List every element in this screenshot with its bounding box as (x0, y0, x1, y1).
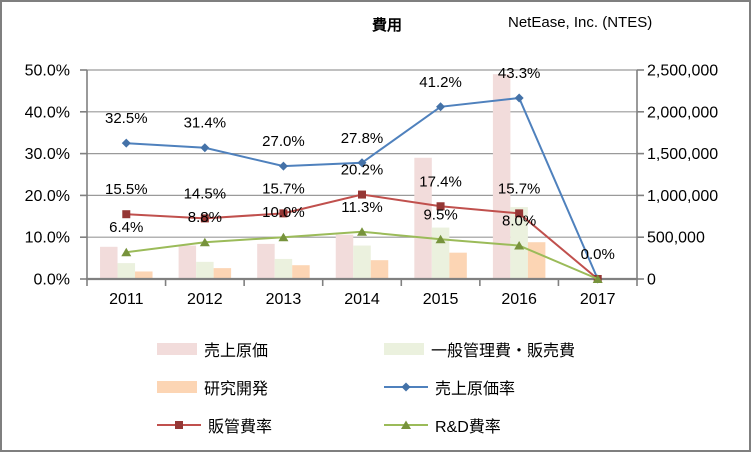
legend-bar-swatch (157, 381, 197, 393)
bar-研究開発 (135, 271, 153, 279)
bar-売上原価 (257, 243, 275, 279)
bar-売上原価 (178, 245, 197, 279)
square-marker (358, 190, 366, 199)
data-label: 10.0% (262, 204, 305, 221)
x-axis-category-label: 2012 (187, 291, 223, 308)
bar-一般管理費・販売費 (196, 261, 214, 279)
right-axis-tick-label: 2,500,000 (647, 63, 718, 80)
left-axis-tick-label: 20.0% (25, 188, 70, 205)
triangle-marker (435, 234, 446, 244)
legend-label: 一般管理費・販売費 (431, 343, 576, 360)
triangle-marker (514, 241, 525, 250)
data-label: 31.4% (184, 115, 227, 132)
legend-item-5: R&D費率 (384, 417, 501, 436)
left-axis-tick-label: 10.0% (25, 230, 70, 247)
legend-label: 研究開発 (204, 381, 269, 398)
triangle-marker (278, 232, 289, 242)
triangle-marker (199, 237, 210, 247)
x-axis-category-label: 2017 (580, 291, 616, 308)
data-label: 14.5% (184, 185, 227, 202)
data-label: 17.4% (419, 173, 462, 190)
data-label: 8.8% (188, 209, 222, 226)
legend-item-4: 販管費率 (157, 417, 272, 436)
legend-bar-swatch (384, 343, 424, 355)
bar-研究開発 (292, 265, 310, 279)
legend-bar-swatch (157, 343, 197, 355)
diamond-marker (200, 143, 210, 153)
diamond-marker (121, 138, 131, 148)
legend-label: 売上原価率 (435, 381, 516, 398)
x-axis-category-label: 2015 (423, 291, 459, 308)
legend-item-0: 売上原価 (157, 341, 268, 360)
legend-line-swatch (157, 421, 201, 429)
diamond-marker (436, 102, 446, 112)
right-axis-tick-label: 2,000,000 (647, 104, 718, 121)
bar-研究開発 (449, 252, 467, 279)
legend-line-swatch (384, 382, 428, 392)
bar-研究開発 (527, 242, 546, 279)
data-label: 32.5% (105, 110, 148, 127)
legend-label: 売上原価 (204, 343, 269, 360)
triangle-marker (592, 274, 603, 283)
left-axis-tick-label: 0.0% (34, 272, 70, 289)
legend-item-3: 売上原価率 (384, 379, 515, 398)
legend-item-2: 研究開発 (157, 379, 268, 398)
data-label: 41.2% (419, 74, 462, 91)
bar-売上原価 (100, 246, 118, 279)
data-label: 27.0% (262, 133, 305, 150)
diamond-marker (357, 158, 367, 168)
left-axis-tick-label: 40.0% (25, 104, 70, 121)
left-axis-tick-label: 50.0% (25, 63, 70, 80)
square-marker (515, 209, 524, 218)
square-marker (122, 210, 131, 219)
x-axis-category-label: 2011 (109, 291, 144, 308)
legend-label: R&D費率 (435, 419, 501, 436)
bar-一般管理費・販売費 (274, 258, 293, 279)
data-label: 8.0% (502, 213, 536, 230)
right-axis-tick-label: 0 (647, 272, 656, 289)
x-axis-category-label: 2013 (266, 291, 302, 308)
data-label: 15.7% (262, 180, 305, 197)
legend-item-1: 一般管理費・販売費 (384, 341, 575, 360)
legend-line-swatch (384, 420, 428, 429)
bar-売上原価 (335, 234, 354, 279)
x-axis-category-label: 2014 (344, 291, 380, 308)
triangle-marker (357, 227, 367, 236)
square-marker (436, 202, 445, 211)
data-label: 20.2% (341, 162, 384, 179)
bar-一般管理費・販売費 (353, 245, 371, 279)
data-label: 15.5% (105, 181, 148, 198)
data-label: 0.0% (581, 246, 615, 263)
bar-研究開発 (213, 268, 232, 279)
triangle-marker (121, 247, 132, 257)
legend-label: 販管費率 (208, 419, 273, 436)
data-label: 11.3% (341, 199, 382, 216)
square-marker (200, 214, 209, 223)
bar-一般管理費・販売費 (117, 263, 136, 279)
left-axis-tick-label: 30.0% (25, 146, 70, 163)
diamond-marker (278, 161, 288, 171)
bar-研究開発 (370, 260, 389, 279)
data-label: 43.3% (498, 65, 541, 82)
data-label: 27.8% (341, 130, 384, 147)
square-marker (279, 209, 288, 218)
data-label: 9.5% (423, 206, 457, 223)
company-ticker-label: NetEase, Inc. (NTES) (508, 14, 653, 31)
right-axis-tick-label: 1,500,000 (647, 146, 718, 163)
data-label: 6.4% (109, 219, 143, 236)
x-axis-category-label: 2016 (501, 291, 537, 308)
bar-売上原価 (492, 74, 511, 280)
data-label: 15.7% (498, 180, 541, 197)
right-axis-tick-label: 1,000,000 (647, 188, 718, 205)
bar-売上原価 (414, 157, 432, 279)
right-axis-tick-label: 500,000 (647, 230, 705, 247)
diamond-marker (514, 93, 524, 103)
chart-title: 費用 (371, 17, 402, 34)
